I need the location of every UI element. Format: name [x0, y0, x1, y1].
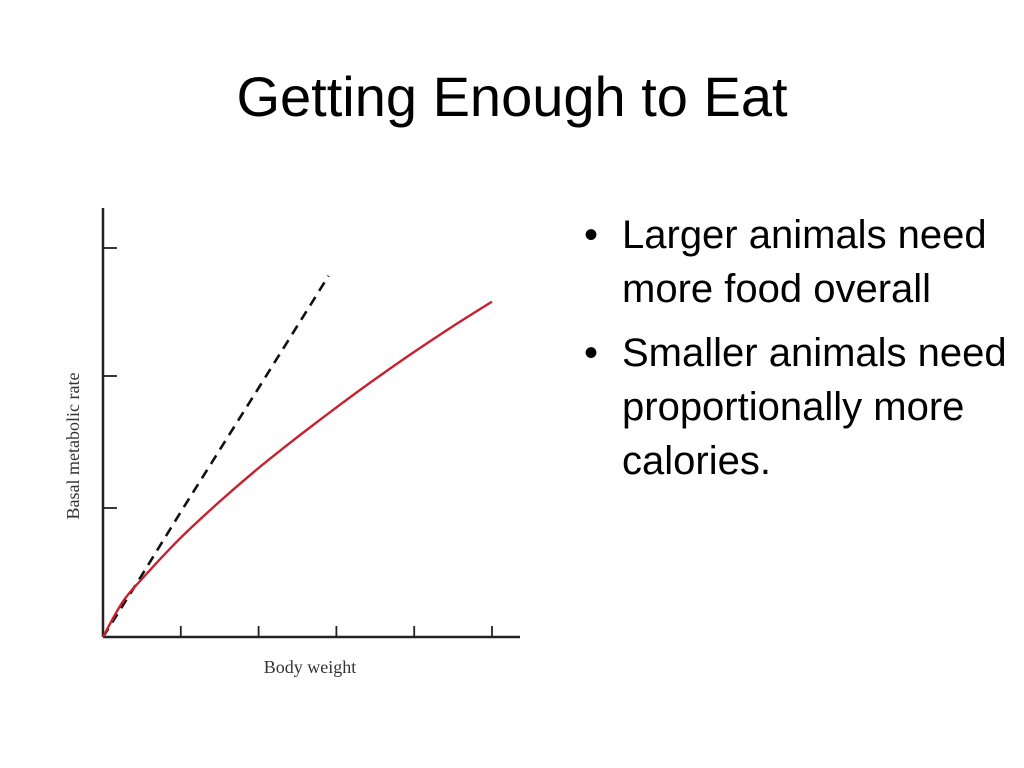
- bullet-item-2: Smaller animals need proportionally more…: [578, 326, 1008, 488]
- y-axis-label: Basal metabolic rate: [63, 373, 83, 520]
- bullet-item-1: Larger animals need more food overall: [578, 208, 1008, 316]
- bullet-list: Larger animals need more food overall Sm…: [578, 208, 1008, 498]
- slide-title: Getting Enough to Eat: [236, 65, 788, 128]
- chart-axes: [101, 208, 520, 639]
- chart-series: [101, 275, 493, 638]
- x-axis-label: Body weight: [264, 657, 357, 677]
- series-line-red: [101, 300, 493, 638]
